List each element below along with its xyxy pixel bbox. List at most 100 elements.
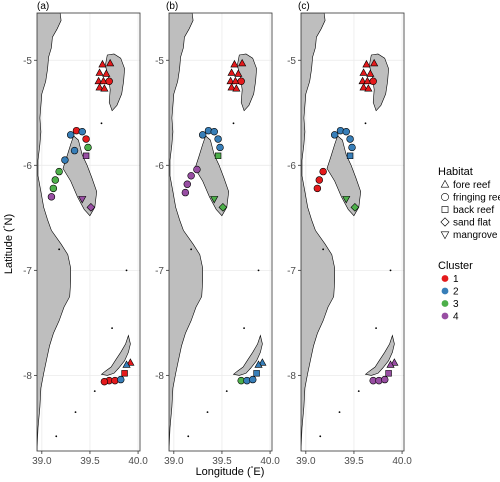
legend-cluster-label: 4: [453, 312, 459, 323]
mafia-island: [100, 334, 131, 376]
data-point: [362, 59, 371, 68]
data-point: [231, 76, 240, 85]
x-axis-title-degree: °: [251, 465, 254, 473]
data-point: [198, 131, 207, 139]
data-point: [82, 135, 90, 143]
y-tick-label: -5: [287, 56, 296, 67]
y-tick-label: -6: [23, 161, 32, 172]
data-point: [342, 196, 351, 204]
data-point: [385, 370, 392, 377]
data-point: [363, 76, 372, 85]
panel-plot-area: [301, 13, 404, 451]
x-tick-label: 40.0: [392, 456, 412, 467]
x-tick-label: 39.5: [212, 456, 232, 467]
data-point: [359, 83, 368, 91]
x-axis-title: Longitude (°E): [196, 465, 265, 478]
data-point: [358, 76, 367, 85]
x-axis-title-unit: E): [253, 466, 264, 478]
islet: [58, 248, 61, 251]
data-point: [82, 152, 90, 160]
islet: [125, 269, 128, 272]
islet: [338, 411, 341, 414]
islet: [319, 435, 322, 438]
map-panel-3: (c) 39.0 39.5 40.0 -5 -6 -7 -8: [287, 1, 412, 467]
legend-habitat-title: Habitat: [438, 166, 473, 178]
islet: [322, 248, 325, 251]
x-tick-label: 39.0: [32, 456, 52, 467]
data-point: [218, 202, 228, 212]
islet: [232, 122, 235, 125]
islet: [100, 122, 103, 125]
data-point: [99, 76, 108, 85]
legend-habitat-key: [440, 231, 450, 240]
islet: [55, 435, 58, 438]
y-tick-label: -7: [155, 266, 164, 277]
legend-cluster-label: 3: [453, 299, 459, 310]
data-point: [47, 193, 56, 201]
data-point: [121, 370, 128, 377]
islet: [206, 411, 209, 414]
panel-label: (c): [298, 1, 310, 12]
data-point: [369, 77, 377, 85]
y-tick-label: -6: [287, 161, 296, 172]
data-point: [122, 360, 131, 368]
data-point: [94, 76, 103, 85]
mainland-land: [37, 13, 71, 451]
data-point: [66, 131, 75, 139]
data-point: [117, 375, 125, 384]
y-tick-label: -5: [23, 56, 32, 67]
y-axis-title-unit: N): [3, 214, 15, 226]
data-point: [84, 143, 92, 152]
legend-cluster-key: [441, 300, 449, 307]
data-point: [86, 202, 96, 212]
data-point: [100, 84, 109, 92]
legend-cluster-title: Cluster: [438, 260, 473, 272]
y-tick-label: -7: [287, 266, 296, 277]
y-tick-label: -5: [155, 56, 164, 67]
data-point: [183, 180, 191, 188]
data-point: [181, 188, 190, 197]
data-point: [254, 360, 263, 368]
data-point: [193, 165, 201, 174]
y-tick-label: -6: [155, 161, 164, 172]
data-point: [370, 58, 379, 67]
data-point: [342, 127, 350, 136]
panel-plot-area: [169, 13, 272, 451]
legend-habitat-key: [441, 206, 449, 213]
data-point: [51, 176, 59, 184]
data-point: [390, 358, 399, 366]
x-tick-label: 40.0: [260, 456, 280, 467]
panel-plot-area: [37, 13, 140, 451]
data-point: [226, 76, 235, 85]
data-point: [258, 358, 267, 366]
data-point: [359, 68, 368, 76]
y-axis-title-degree: °: [2, 225, 10, 228]
x-tick-label: 39.5: [80, 456, 100, 467]
data-point: [214, 152, 222, 160]
data-point: [214, 135, 222, 143]
data-point: [346, 152, 354, 160]
data-point: [100, 377, 109, 386]
y-tick-label: -8: [155, 371, 164, 382]
y-tick-label: -8: [23, 371, 32, 382]
y-axis-title: Latitude (°N): [2, 214, 15, 274]
data-point: [105, 77, 113, 85]
data-point: [210, 127, 218, 136]
mainland-land: [301, 13, 335, 451]
y-axis-title-main: Latitude (: [3, 228, 15, 274]
islet: [257, 269, 260, 272]
legend-habitat-key: [440, 179, 450, 188]
panel-label: (a): [37, 1, 49, 12]
islet: [187, 435, 190, 438]
data-point: [238, 58, 247, 67]
legend-habitat-label: sand flat: [453, 218, 491, 229]
legend-habitat-label: back reef: [453, 205, 494, 216]
legend-cluster-label: 2: [453, 287, 459, 298]
panel-border: [300, 12, 405, 452]
legend-cluster-label: 1: [453, 274, 459, 285]
data-point: [313, 184, 322, 193]
data-point: [78, 196, 87, 204]
legend-habitat-key: [441, 193, 449, 201]
legend-habitat-label: mangrove: [453, 230, 498, 241]
data-point: [366, 69, 375, 77]
